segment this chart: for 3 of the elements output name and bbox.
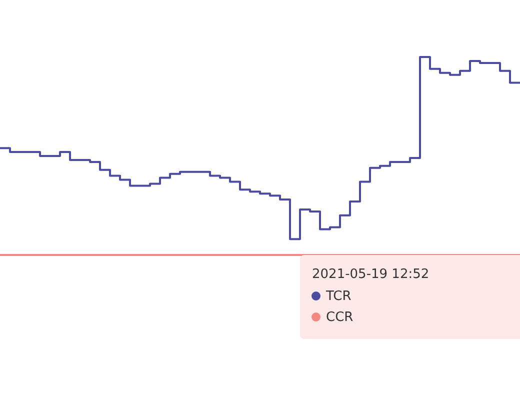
legend-label: TCR [325,289,352,304]
legend-title: 2021-05-19 12:52 [312,267,430,282]
legend-label: CCR [326,310,354,325]
